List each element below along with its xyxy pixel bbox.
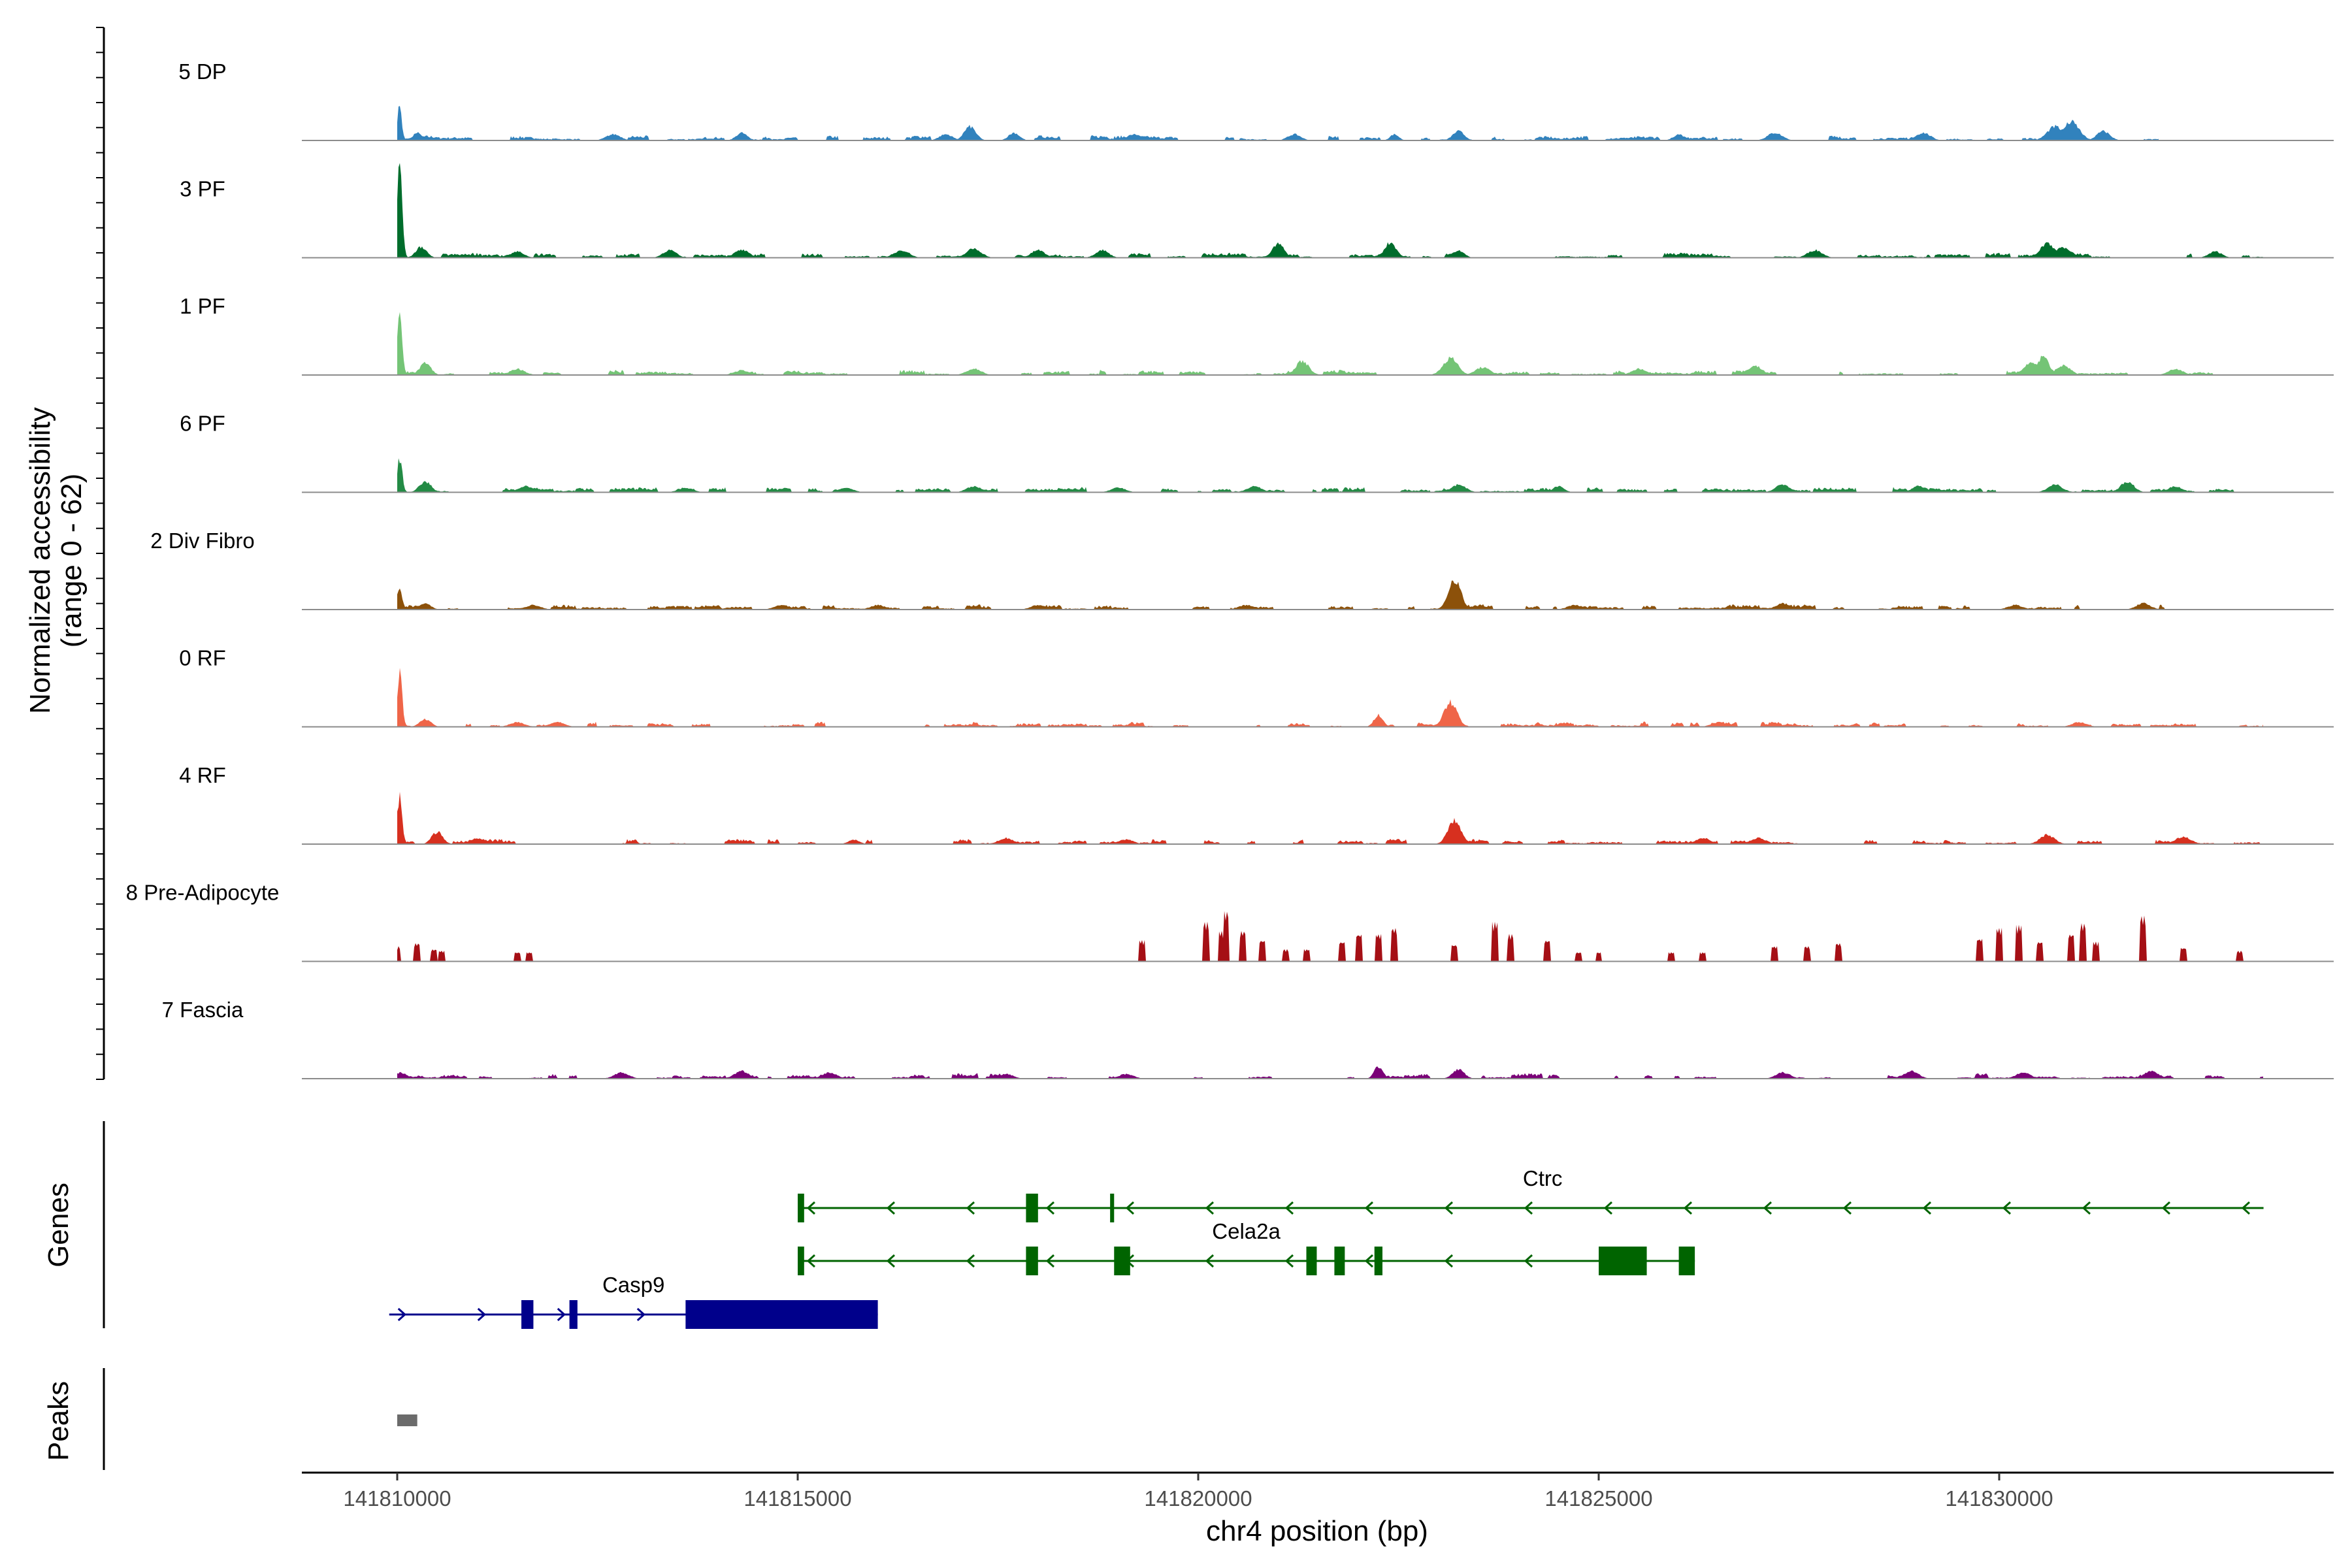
track-2-div-fibro: 2 Div Fibro [150, 529, 2334, 610]
strand-arrow [966, 1201, 975, 1215]
strand-arrow [1444, 1201, 1454, 1215]
strand-arrow [1524, 1254, 1533, 1268]
strand-arrow [1205, 1254, 1215, 1268]
track-label: 6 PF [180, 412, 225, 436]
x-tick-label: 141810000 [343, 1486, 451, 1511]
strand-arrow [1364, 1201, 1374, 1215]
y-axis-subtitle: (range 0 - 62) [56, 474, 88, 648]
x-tick-label: 141830000 [1945, 1486, 2053, 1511]
strand-arrow [2161, 1201, 2171, 1215]
strand-arrow [2241, 1201, 2251, 1215]
strand-arrow [1045, 1254, 1055, 1268]
track-0-rf: 0 RF [179, 646, 2334, 728]
strand-arrow [1603, 1201, 1613, 1215]
strand-arrow [557, 1307, 566, 1322]
x-axis-title: chr4 position (bp) [1206, 1515, 1428, 1547]
strand-arrow [1125, 1201, 1135, 1215]
strand-arrow [1444, 1254, 1454, 1268]
coverage-area [397, 163, 2263, 258]
gene-exon [1599, 1247, 1647, 1275]
coverage-area [397, 668, 2263, 727]
coverage-area [397, 458, 2238, 493]
y-axis-title: Normalized accessibility [24, 407, 56, 713]
gene-exon [1026, 1194, 1038, 1222]
gene-models: Ctrc Cela2a Casp9 [389, 1166, 2264, 1329]
gene-exon [569, 1300, 578, 1329]
strand-arrow [1284, 1254, 1294, 1268]
peaks-panel-title: Peaks [42, 1381, 74, 1461]
strand-arrow [1045, 1201, 1055, 1215]
track-6-pf: 6 PF [180, 412, 2334, 493]
track-label: 2 Div Fibro [150, 529, 255, 553]
track-label: 4 RF [179, 763, 226, 787]
gene-exon [798, 1194, 804, 1222]
track-label: 1 PF [180, 294, 225, 318]
track-label: 7 Fascia [162, 998, 244, 1022]
strand-arrow [2002, 1201, 2012, 1215]
strand-arrow [886, 1254, 896, 1268]
strand-arrow [477, 1307, 486, 1322]
coverage-area [397, 1066, 2263, 1079]
gene-casp9: Casp9 [389, 1273, 878, 1329]
track-label: 0 RF [179, 646, 226, 670]
track-label: 5 DP [178, 59, 226, 84]
strand-arrow [1683, 1201, 1693, 1215]
x-tick-label: 141825000 [1544, 1486, 1652, 1511]
strand-arrow [1364, 1254, 1374, 1268]
strand-arrow [2082, 1201, 2091, 1215]
gene-exon [1306, 1247, 1317, 1275]
peak-region [397, 1414, 417, 1426]
coverage-area [397, 312, 2263, 375]
coverage-area [397, 580, 2207, 610]
strand-arrow [397, 1307, 406, 1322]
coverage-area [397, 791, 2263, 844]
gene-exon [1334, 1247, 1345, 1275]
track-3-pf: 3 PF [180, 163, 2334, 259]
track-label: 8 Pre-Adipocyte [126, 881, 280, 905]
coverage-tracks: 5 DP 3 PF 1 PF 6 PF 2 Div Fibro 0 RF 4 RF 8 Pre… [126, 59, 2334, 1079]
strand-arrow [886, 1201, 896, 1215]
gene-ctrc: Ctrc [798, 1166, 2264, 1222]
strand-arrow [1284, 1201, 1294, 1215]
strand-arrow [1922, 1201, 1932, 1215]
track-5-dp: 5 DP [178, 59, 2334, 141]
track-8-pre-adipocyte: 8 Pre-Adipocyte [126, 881, 2334, 962]
strand-arrow [806, 1254, 816, 1268]
genes-panel-title: Genes [42, 1183, 74, 1267]
track-7-fascia: 7 Fascia [162, 998, 2334, 1079]
gene-exon [1114, 1247, 1130, 1275]
gene-label: Casp9 [602, 1273, 664, 1297]
gene-exon [1110, 1194, 1115, 1222]
gene-exon [685, 1300, 878, 1329]
coverage-area [397, 106, 2159, 140]
peak-regions [397, 1414, 417, 1426]
track-label: 3 PF [180, 177, 225, 201]
gene-exon [1678, 1247, 1695, 1275]
strand-arrow [1205, 1201, 1215, 1215]
coverage-area [397, 911, 2263, 962]
x-tick-label: 141815000 [743, 1486, 851, 1511]
strand-arrow [636, 1307, 645, 1322]
gene-exon [521, 1300, 534, 1329]
coverage-y-axis [96, 27, 105, 1080]
strand-arrow [806, 1201, 816, 1215]
strand-arrow [1524, 1201, 1533, 1215]
gene-exon [798, 1247, 804, 1275]
gene-label: Cela2a [1212, 1219, 1281, 1243]
strand-arrow [966, 1254, 975, 1268]
gene-label: Ctrc [1523, 1166, 1563, 1190]
track-4-rf: 4 RF [179, 763, 2334, 845]
gene-exon [1026, 1247, 1038, 1275]
track-1-pf: 1 PF [180, 294, 2334, 376]
strand-arrow [1842, 1201, 1852, 1215]
x-axis-ticks: 141810000 141815000 141820000 141825000 1418… [343, 1473, 2053, 1511]
x-tick-label: 141820000 [1144, 1486, 1252, 1511]
gene-cela2a: Cela2a [798, 1219, 1695, 1275]
strand-arrow [1763, 1201, 1772, 1215]
gene-exon [1374, 1247, 1382, 1275]
